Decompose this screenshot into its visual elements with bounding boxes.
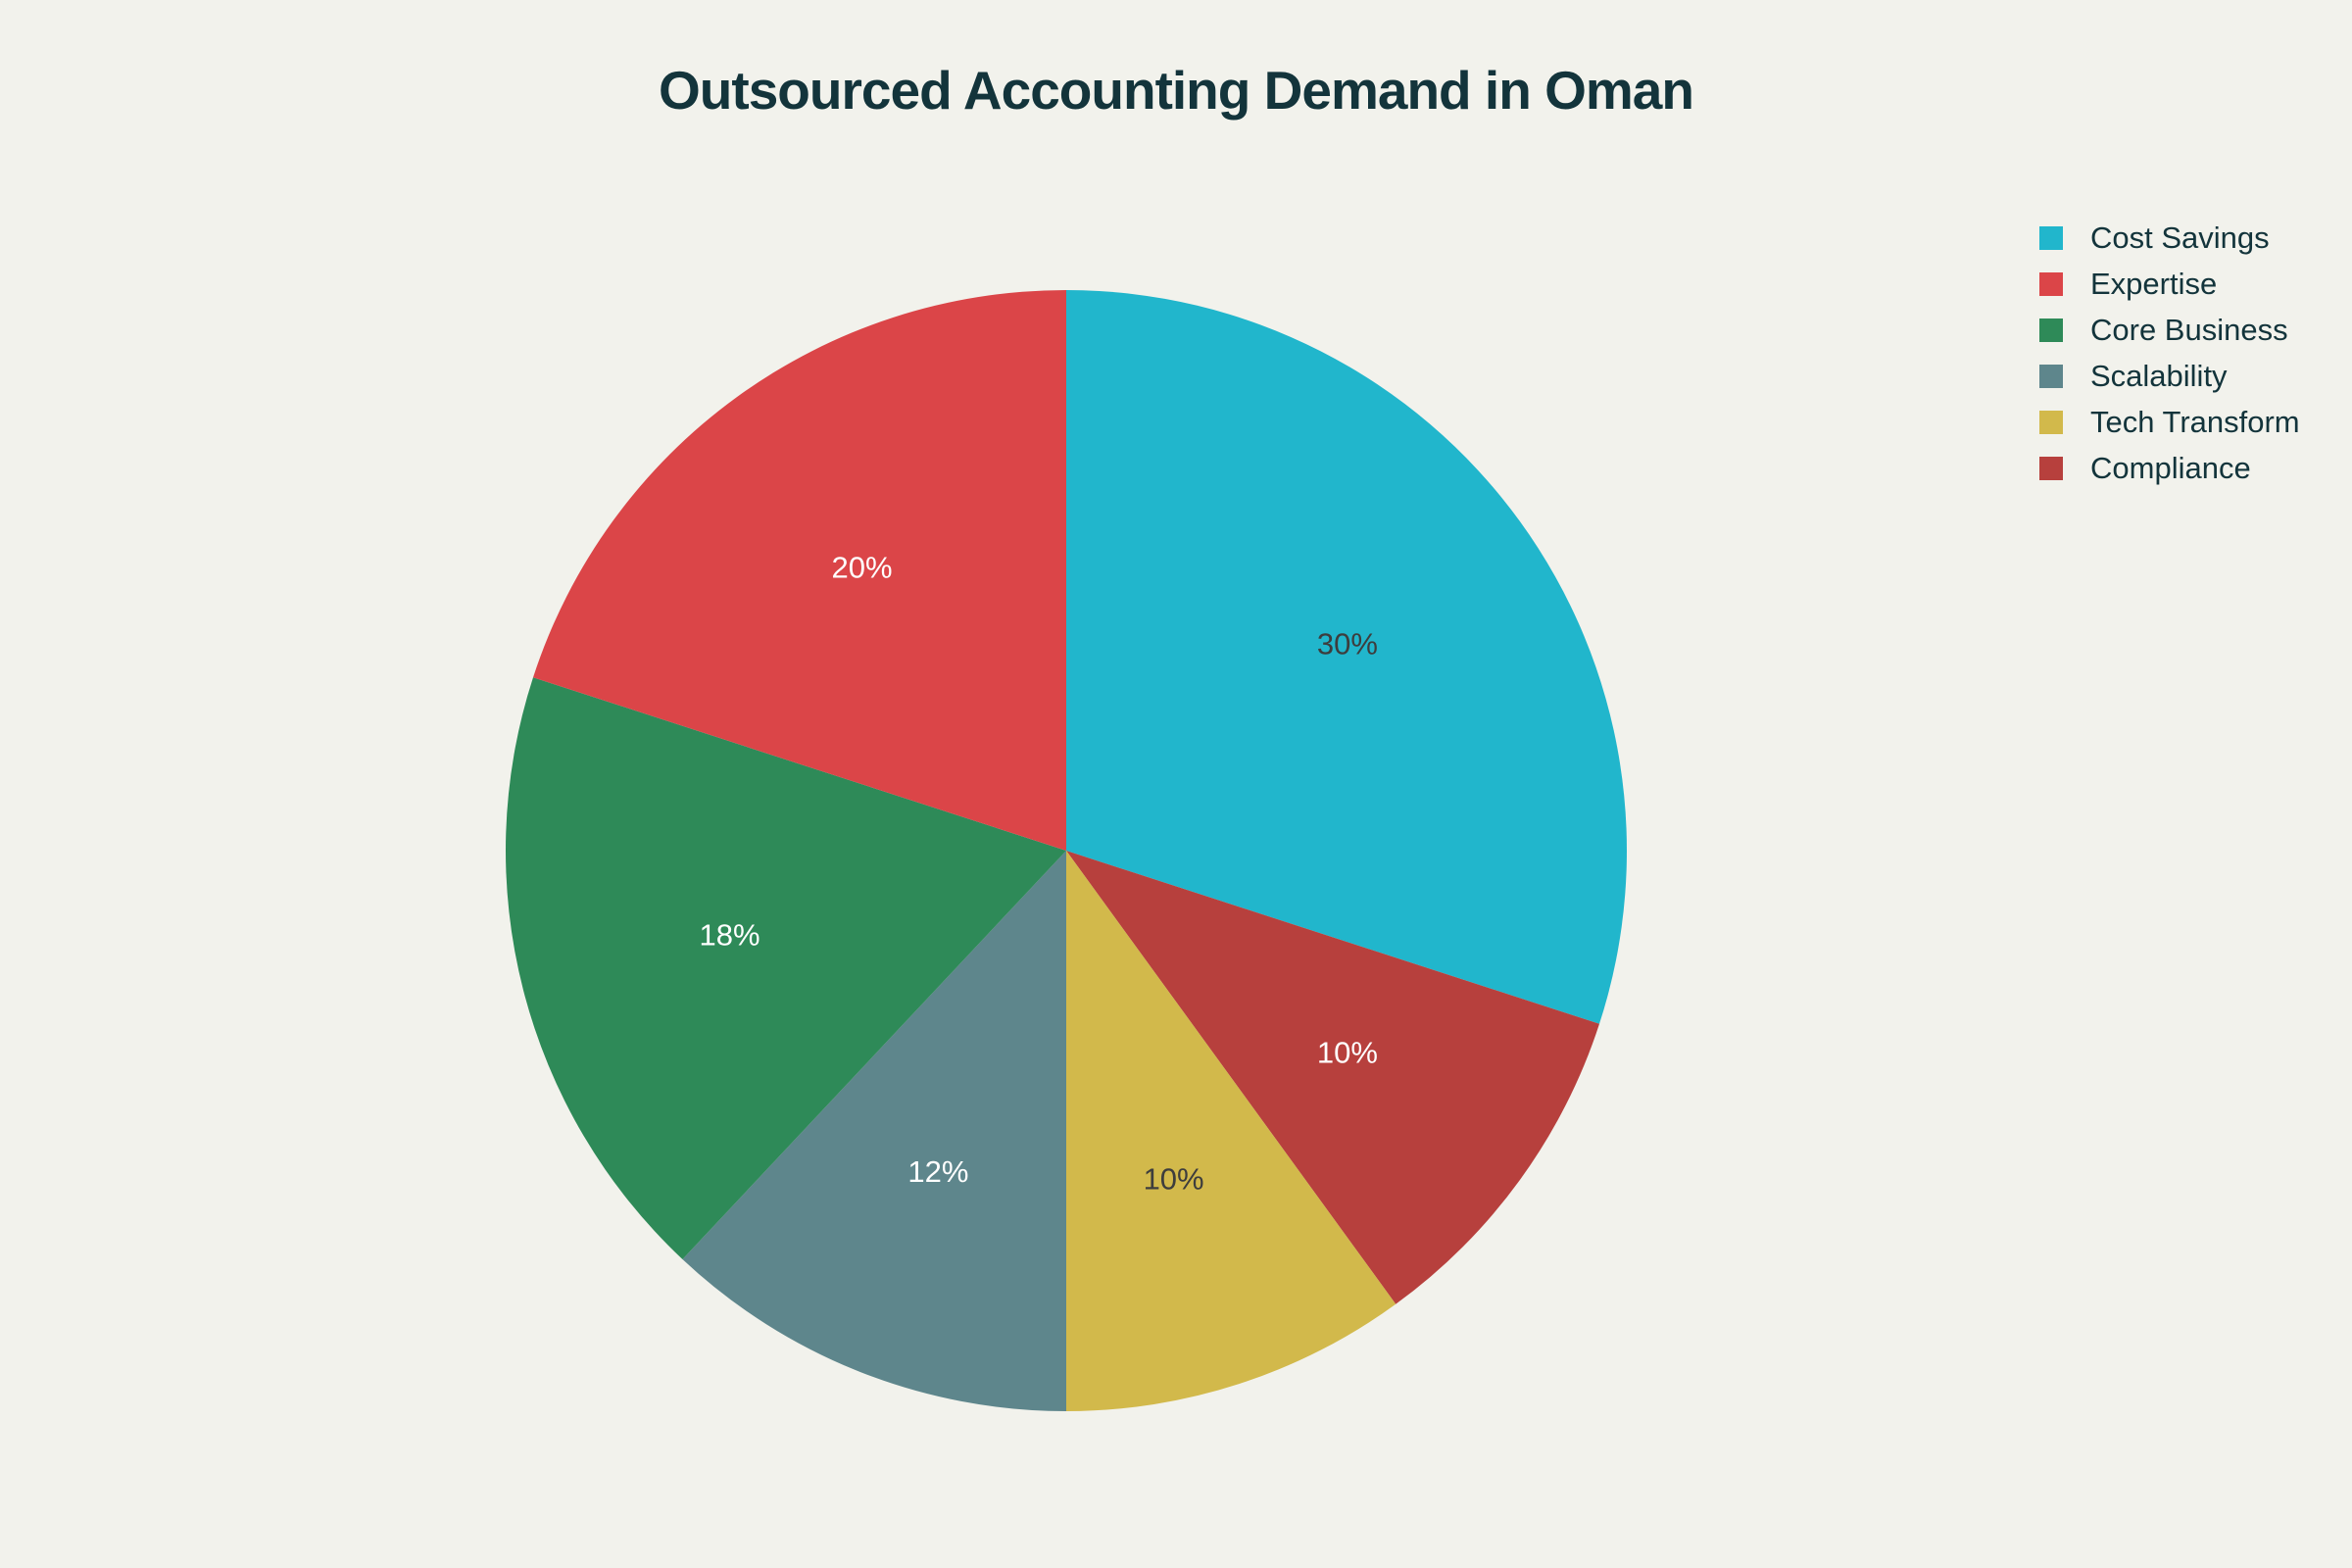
- legend-label: Cost Savings: [2090, 220, 2270, 255]
- slice-value-label: 30%: [1317, 627, 1378, 662]
- pie-slice-cost-savings[interactable]: [1066, 290, 1627, 1024]
- legend-item-scalability[interactable]: Scalability: [2039, 353, 2300, 399]
- slice-value-label: 10%: [1144, 1161, 1204, 1196]
- legend-item-tech-transform[interactable]: Tech Transform: [2039, 399, 2300, 445]
- legend-item-expertise[interactable]: Expertise: [2039, 261, 2300, 307]
- chart-title: Outsourced Accounting Demand in Oman: [659, 60, 1694, 121]
- pie-slice-core-business[interactable]: [505, 677, 1066, 1259]
- legend-label: Tech Transform: [2090, 404, 2300, 439]
- pie-slice-compliance[interactable]: [1066, 851, 1600, 1304]
- legend-item-compliance[interactable]: Compliance: [2039, 445, 2300, 491]
- legend-item-core-business[interactable]: Core Business: [2039, 307, 2300, 353]
- legend-swatch-icon: [2039, 225, 2063, 250]
- slice-value-label: 12%: [907, 1154, 968, 1189]
- slice-value-label: 10%: [1317, 1036, 1378, 1070]
- legend-item-cost-savings[interactable]: Cost Savings: [2039, 215, 2300, 261]
- slice-value-label: 20%: [832, 550, 893, 584]
- legend-label: Scalability: [2090, 358, 2228, 393]
- legend-label: Compliance: [2090, 450, 2251, 485]
- legend-label: Expertise: [2090, 266, 2218, 301]
- legend-swatch-icon: [2039, 271, 2063, 296]
- pie-slice-scalability[interactable]: [682, 851, 1066, 1411]
- pie-slice-expertise[interactable]: [532, 290, 1066, 851]
- legend-swatch-icon: [2039, 318, 2063, 342]
- pie-slice-tech-transform[interactable]: [1066, 851, 1396, 1411]
- legend-label: Core Business: [2090, 312, 2288, 347]
- slice-value-label: 18%: [699, 917, 760, 952]
- legend-swatch-icon: [2039, 364, 2063, 388]
- legend: Cost Savings Expertise Core Business Sca…: [2039, 215, 2300, 491]
- legend-swatch-icon: [2039, 410, 2063, 434]
- legend-swatch-icon: [2039, 456, 2063, 480]
